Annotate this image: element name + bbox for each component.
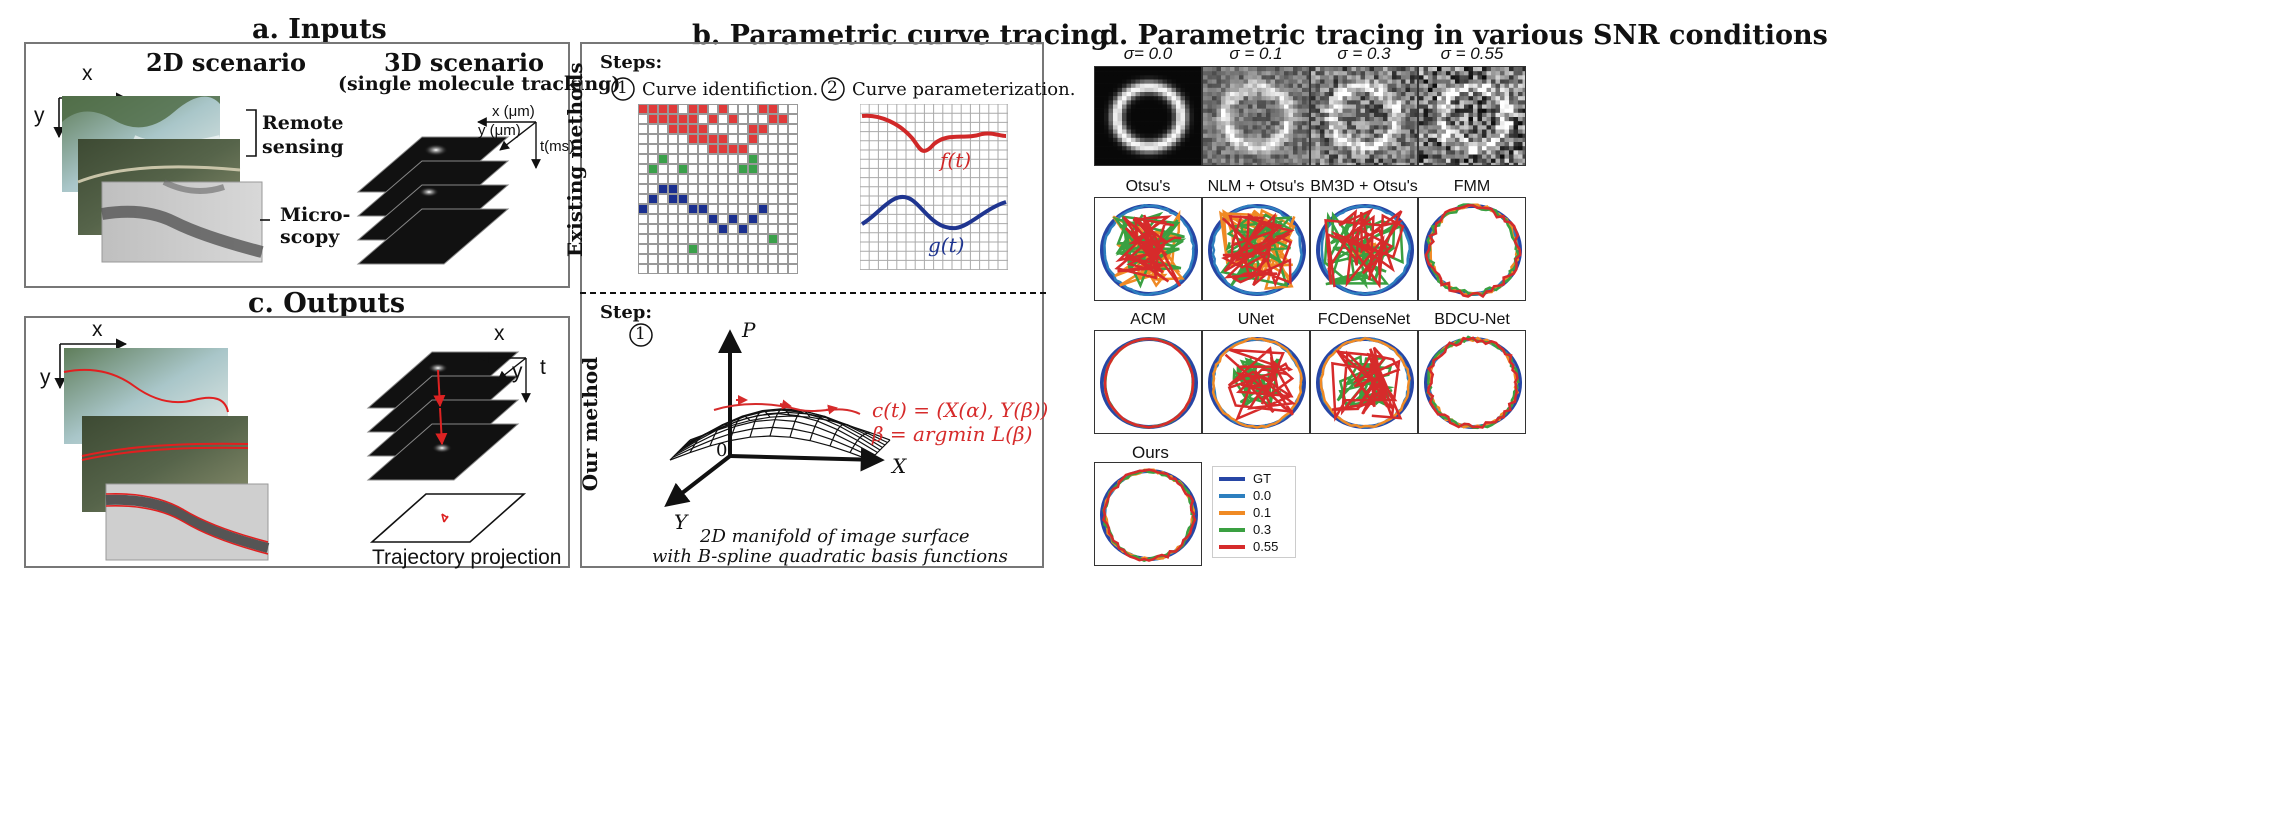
sigma-label-0: σ= 0.0 xyxy=(1123,44,1173,63)
step-label: Step: xyxy=(600,302,652,323)
axis-x-label-b: X xyxy=(892,454,907,478)
panel-d-title: d. Parametric tracing in various SNR con… xyxy=(1100,20,1828,51)
panel-a-graphics xyxy=(53,92,541,265)
step1-label: Curve identifiction. xyxy=(642,79,819,100)
tracing-result-row2-3 xyxy=(1418,197,1526,301)
trajectory-label: Trajectory projection xyxy=(372,546,562,569)
legend-swatch xyxy=(1219,528,1245,532)
remote-label: Remote xyxy=(262,112,344,134)
steps-label: Steps: xyxy=(600,52,663,73)
method-label-row3-0: ACM xyxy=(1130,311,1166,328)
noisy-ring-image-2 xyxy=(1310,66,1418,166)
scopy-label: scopy xyxy=(280,226,340,248)
scenario-2d-label: 2D scenario xyxy=(146,48,307,77)
noisy-ring-image-0 xyxy=(1094,66,1202,166)
noisy-ring-image-3 xyxy=(1418,66,1526,166)
legend-label: 0.55 xyxy=(1253,539,1279,554)
method-label-row2-0: Otsu's xyxy=(1125,178,1171,195)
method-label-row2-3: FMM xyxy=(1453,178,1491,195)
micro-label: Micro- xyxy=(280,204,351,226)
legend-item-3: 0.3 xyxy=(1219,522,1293,538)
sensing-label: sensing xyxy=(262,136,344,158)
legend: GT 0.0 0.1 0.3 0.55 xyxy=(1212,466,1296,558)
sigma-label-1: σ = 0.1 xyxy=(1229,44,1283,63)
axis-x-label-a: x xyxy=(82,62,93,85)
sigma-label-2: σ = 0.3 xyxy=(1337,44,1391,63)
step1-num: 1 xyxy=(617,78,628,98)
legend-label: 0.0 xyxy=(1253,488,1272,503)
panel-b-box xyxy=(580,42,1044,568)
stacked-slices-3d xyxy=(356,136,510,265)
tracing-result-row3-3 xyxy=(1418,330,1526,434)
legend-item-2: 0.1 xyxy=(1219,505,1293,521)
method-label-row3-2: FCDenseNet xyxy=(1317,311,1411,328)
scenario-3d-label: 3D scenario xyxy=(384,48,545,77)
legend-swatch xyxy=(1219,477,1245,481)
our-method-label: Our method xyxy=(578,356,602,492)
tracing-result-row2-1 xyxy=(1202,197,1310,301)
step2-num: 2 xyxy=(827,78,838,98)
sigma-label-3: σ = 0.55 xyxy=(1440,44,1504,63)
axis-y3-label-c: y xyxy=(512,360,523,383)
step2-label: Curve parameterization. xyxy=(852,79,1076,100)
gt-label: g(t) xyxy=(928,233,965,257)
ft-label: f(t) xyxy=(940,148,972,172)
panel-a-title: a. Inputs xyxy=(252,14,387,45)
tracing-result-row2-0 xyxy=(1094,197,1202,301)
panel-b-divider xyxy=(580,292,1046,294)
curve-parameterization-grid xyxy=(860,104,1008,270)
axis-y-label-c: y xyxy=(40,366,51,389)
ours-label: Ours xyxy=(1132,443,1169,462)
our-step1-circle xyxy=(629,323,653,347)
legend-label: 0.3 xyxy=(1253,522,1272,537)
legend-item-1: 0.0 xyxy=(1219,488,1293,504)
x-um-label: x (μm) xyxy=(492,103,535,120)
method-label-row2-1: NLM + Otsu's xyxy=(1207,178,1305,195)
step2-circle xyxy=(821,77,845,101)
tracing-result-ours xyxy=(1094,462,1202,566)
legend-item-0: GT xyxy=(1219,471,1293,487)
method-label-row2-2: BM3D + Otsu's xyxy=(1310,178,1418,195)
our-step1-num: 1 xyxy=(635,324,646,344)
manifold-caption-1: 2D manifold of image surface xyxy=(700,526,970,547)
axis-x-label-c: x xyxy=(92,318,103,341)
axis-p-label: P xyxy=(742,318,756,342)
existing-methods-label: Existing methods xyxy=(563,62,587,257)
equation-1: c(t) = (X(α), Y(β)) xyxy=(872,398,1049,422)
panel-b-title: b. Parametric curve tracing xyxy=(692,20,1109,51)
noisy-ring-image-1 xyxy=(1202,66,1310,166)
method-label-row3-1: UNet xyxy=(1237,311,1275,328)
manifold-diagram xyxy=(664,329,891,507)
y-um-label: y (μm) xyxy=(478,122,521,139)
panel-c-title: c. Outputs xyxy=(248,288,406,319)
tracing-result-row3-0 xyxy=(1094,330,1202,434)
manifold-caption-2: with B-spline quadratic basis functions xyxy=(652,546,1008,567)
step1-circle xyxy=(611,77,635,101)
curve-identification-grid xyxy=(638,104,798,274)
scenario-3d-sublabel: (single molecule tracking) xyxy=(338,73,621,95)
legend-swatch xyxy=(1219,494,1245,498)
tracing-result-row3-1 xyxy=(1202,330,1310,434)
equation-2: β = argmin L(β) xyxy=(872,422,1033,446)
legend-swatch xyxy=(1219,545,1245,549)
tracing-result-row3-2 xyxy=(1310,330,1418,434)
legend-label: GT xyxy=(1253,471,1272,486)
legend-item-4: 0.55 xyxy=(1219,539,1293,555)
legend-swatch xyxy=(1219,511,1245,515)
axis-x3-label-c: x xyxy=(494,322,505,345)
axis-t-label-c: t xyxy=(540,356,546,379)
tracing-result-row2-2 xyxy=(1310,197,1418,301)
legend-label: 0.1 xyxy=(1253,505,1272,520)
panel-c-graphics xyxy=(54,338,531,561)
axis-y-label-a: y xyxy=(34,104,45,127)
panel-c-box xyxy=(24,316,570,568)
panel-a-box xyxy=(24,42,570,288)
method-label-row3-3: BDCU-Net xyxy=(1434,311,1510,328)
t-ms-label: t(ms) xyxy=(540,138,575,155)
axis-y-label-b: Y xyxy=(674,510,688,534)
origin-label: 0 xyxy=(716,440,728,461)
